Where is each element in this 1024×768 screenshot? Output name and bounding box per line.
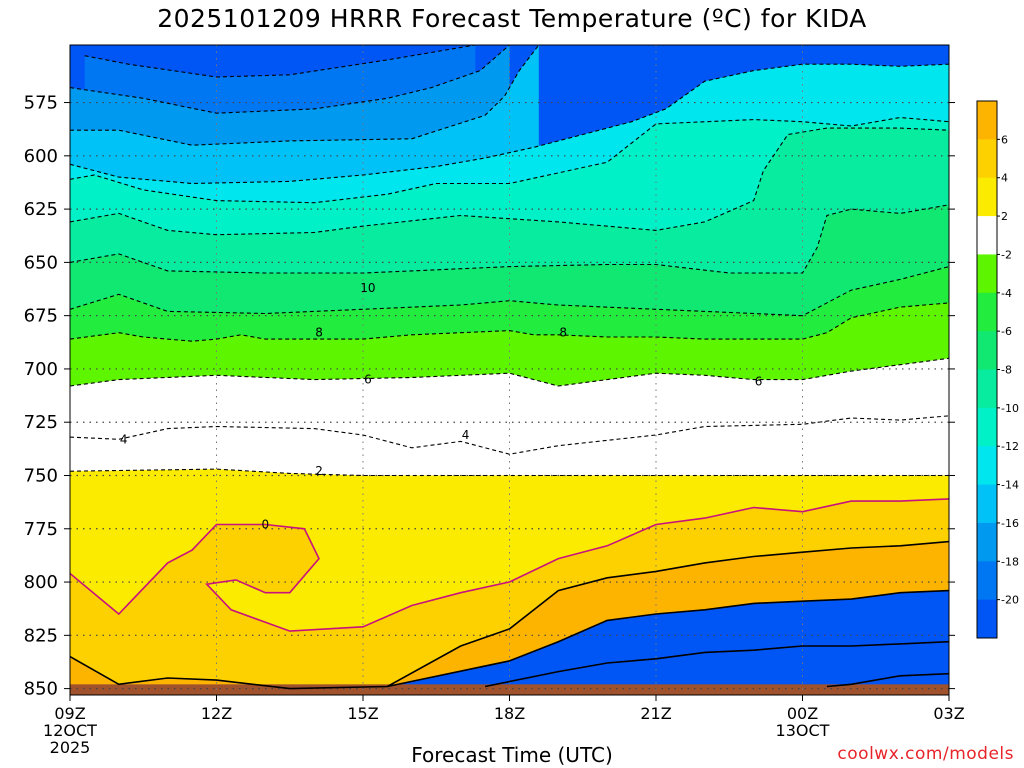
- colorbar-swatch: [977, 292, 997, 332]
- contour-label: 8: [315, 326, 323, 340]
- colorbar-label: -20: [1001, 594, 1019, 607]
- contour-label: 6: [364, 373, 372, 387]
- chart-title: 2025101209 HRRR Forecast Temperature (ºC…: [157, 4, 867, 33]
- colorbar-swatch: [977, 216, 997, 255]
- x-tick-sublabel: 2025: [50, 738, 91, 757]
- colorbar-label: 6: [1001, 133, 1008, 146]
- colorbar-label: 2: [1001, 210, 1008, 223]
- x-tick-label: 12Z: [201, 704, 232, 723]
- colorbar-swatch: [977, 139, 997, 179]
- source-credit: coolwx.com/models: [837, 744, 1014, 764]
- colorbar-label: -14: [1001, 479, 1019, 492]
- y-tick-label: 775: [24, 519, 58, 540]
- contour-label: 8: [559, 326, 567, 340]
- isotherm-line: [826, 672, 949, 688]
- y-tick-label: 675: [24, 306, 58, 327]
- contour-label: 4: [462, 428, 470, 442]
- colorbar-label: -12: [1001, 440, 1019, 453]
- colorbar-swatch: [977, 522, 997, 562]
- x-axis-title: Forecast Time (UTC): [411, 743, 613, 767]
- colorbar-swatch: [977, 331, 997, 370]
- y-tick-label: 800: [24, 572, 58, 593]
- y-tick-label: 850: [24, 679, 58, 700]
- plot-area: 10 8 8 6 6 4 4 2 0: [70, 45, 949, 695]
- y-tick-label: 625: [24, 199, 58, 220]
- colorbar-label: -6: [1001, 325, 1012, 338]
- colorbar-swatch: [977, 599, 997, 639]
- colorbar-label: -2: [1001, 248, 1012, 261]
- colorbar-swatch: [977, 177, 997, 217]
- isotherm-line: [70, 204, 949, 274]
- isotherm-line: [70, 45, 510, 114]
- isotherm-line: [70, 498, 949, 632]
- y-tick-label: 575: [24, 93, 58, 114]
- colorbar-label: 4: [1001, 172, 1008, 185]
- x-tick-label: 15Z: [347, 704, 378, 723]
- band-fill: [485, 641, 949, 695]
- isotherm-line: [70, 45, 540, 146]
- y-tick-label: 725: [24, 412, 58, 433]
- colorbar-label: -10: [1001, 402, 1019, 415]
- colorbar-swatch: [977, 369, 997, 409]
- isotherm-line: [70, 63, 949, 185]
- x-tick-label: 18Z: [494, 704, 525, 723]
- isotherm-line: [84, 45, 476, 78]
- colorbar-swatch: [977, 407, 997, 447]
- y-tick-label: 700: [24, 359, 58, 380]
- isotherm-line: [70, 540, 949, 690]
- contour-label: 10: [360, 281, 375, 295]
- contour-label: 0: [262, 518, 270, 532]
- isotherm-line: [70, 357, 949, 387]
- colorbar-label: -4: [1001, 287, 1012, 300]
- isotherm-line: [484, 640, 949, 688]
- isotherm-line: [70, 116, 949, 204]
- isotherm-line: [70, 127, 949, 236]
- x-tick-sublabel: 12OCT: [43, 721, 97, 740]
- colorbar-label: -8: [1001, 364, 1012, 377]
- isotherm-line: [70, 415, 949, 455]
- x-tick-label: 00Z: [787, 704, 818, 723]
- y-tick-label: 750: [24, 465, 58, 486]
- colorbar-swatch: [977, 446, 997, 486]
- colorbar-swatch: [977, 484, 997, 524]
- isotherm-line: [70, 266, 949, 317]
- colorbar-swatch: [977, 101, 997, 140]
- x-tick-label: 21Z: [640, 704, 671, 723]
- colorbar-label: -16: [1001, 517, 1019, 530]
- isotherm-line: [387, 589, 949, 688]
- y-tick-label: 825: [24, 625, 58, 646]
- contour-label: 4: [120, 432, 128, 446]
- contour-label: 2: [315, 464, 323, 478]
- isotherm-line: [70, 302, 949, 342]
- x-tick-label: 03Z: [933, 704, 964, 723]
- colorbar-label: -18: [1001, 555, 1019, 568]
- colorbar-swatch: [977, 254, 997, 294]
- contour-label: 6: [755, 375, 763, 389]
- x-tick-sublabel: 13OCT: [776, 721, 830, 740]
- colorbar-swatch: [977, 561, 997, 601]
- x-tick-label: 09Z: [54, 704, 85, 723]
- y-tick-label: 650: [24, 252, 58, 273]
- y-tick-label: 600: [24, 146, 58, 167]
